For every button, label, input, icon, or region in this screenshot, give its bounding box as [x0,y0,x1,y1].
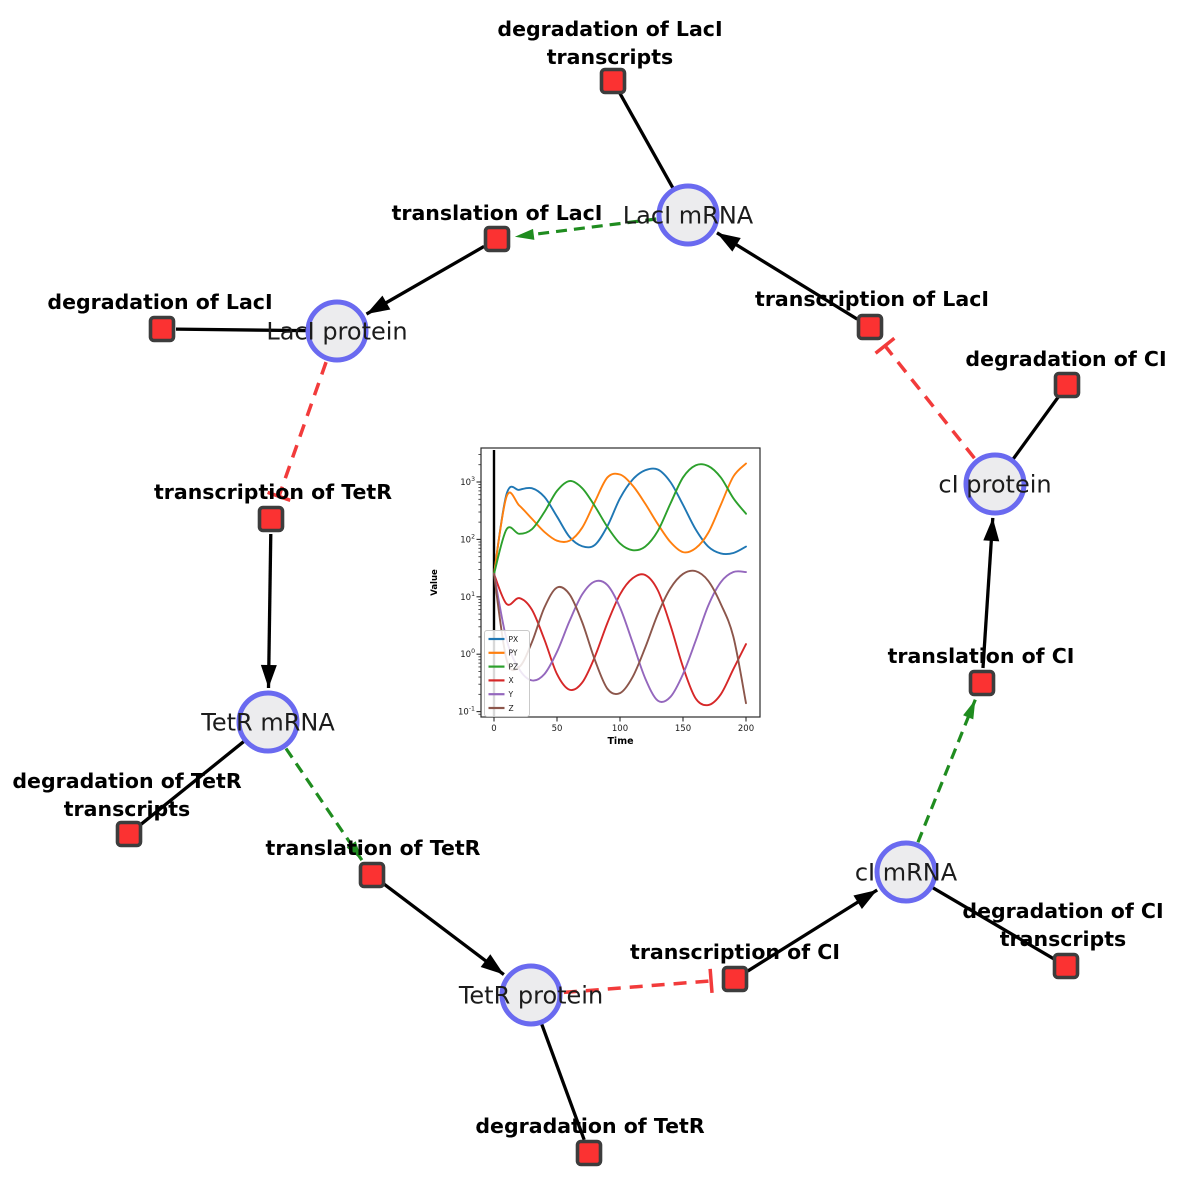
chart-legend: PX PY PZ XYZ [484,630,530,717]
reaction-label-deg-tetr-tx: degradation of TetR transcripts [12,769,241,821]
x-tick-label: 0 [491,724,496,734]
edge-inhibition-laci-protein-txn-tetr[interactable] [267,361,328,502]
reaction-node-txn-laci[interactable] [856,313,884,341]
species-node-laci-protein[interactable] [305,299,369,363]
reaction-node-deg-laci[interactable] [148,315,176,343]
reaction-node-deg-ci[interactable] [1053,371,1081,399]
reaction-label-txn-tetr: transcription of TetR [154,480,392,504]
edge-modifier-laci-mrna-transl-laci[interactable] [514,217,657,240]
edge-inhibition-tetr-protein-txn-ci[interactable] [563,968,714,995]
series-line-z [493,569,747,705]
nodes-layer [115,67,1081,1167]
labels-layer: degradation of LacI transcripts translatio… [12,17,1166,1138]
legend-label-py: PY [509,649,518,658]
species-node-ci-mrna[interactable] [874,840,938,904]
y-tick-label: 10-1 [458,706,475,718]
edge-modifier-ci-mrna-transl-ci[interactable] [916,699,977,843]
species-label-ci-protein: cI protein [938,470,1051,498]
series-line-px [493,467,747,575]
edges-layer [138,92,1061,1141]
species-node-ci-protein[interactable] [963,452,1027,516]
series-line-pz [493,463,747,575]
reaction-label-transl-tetr: translation of TetR [266,836,481,860]
legend-label-x: X [509,676,514,685]
reaction-node-deg-laci-tx[interactable] [599,67,627,95]
reaction-label-transl-laci: translation of LacI [392,201,603,225]
x-tick-label: 100 [612,724,628,734]
reaction-label-transl-ci: translation of CI [888,644,1075,668]
series-line-x [493,573,747,707]
edge-product-transl-ci-ci-protein[interactable] [981,517,1000,669]
legend-label-z: Z [509,704,514,713]
edge-reactant-laci-mrna-deg-laci-tx[interactable] [618,92,675,189]
chart-series-layer [493,462,747,707]
y-tick-label: 103 [460,476,475,488]
species-label-tetr-mrna: TetR mRNA [200,708,335,736]
reaction-node-transl-tetr[interactable] [358,861,386,889]
reaction-node-txn-tetr[interactable] [257,505,285,533]
reaction-node-deg-tetr[interactable] [575,1139,603,1167]
reaction-label-deg-laci-tx: degradation of LacI transcripts [497,17,722,69]
edge-reactant-tetr-protein-deg-tetr[interactable] [540,1023,586,1141]
edge-product-transl-tetr-tetr-protein[interactable] [382,882,505,976]
reaction-label-txn-ci: transcription of CI [630,940,840,964]
reaction-node-transl-ci[interactable] [968,669,996,697]
x-tick-label: 200 [738,724,754,734]
reaction-label-deg-tetr: degradation of TetR [475,1114,704,1138]
reaction-label-deg-ci-tx: degradation of CI transcripts [962,899,1163,951]
legend-label-px: PX [509,635,519,644]
legend-label-pz: PZ [509,662,519,671]
species-node-laci-mrna[interactable] [656,183,720,247]
reaction-node-transl-laci[interactable] [483,225,511,253]
x-tick-label: 50 [552,724,563,734]
reaction-node-deg-ci-tx[interactable] [1052,952,1080,980]
edge-product-transl-laci-laci-protein[interactable] [365,245,485,316]
edge-product-txn-ci-ci-mrna[interactable] [746,888,879,973]
y-tick-label: 102 [460,533,475,545]
edge-reactant-ci-mrna-deg-ci-tx[interactable] [931,886,1055,961]
species-label-ci-mrna: cI mRNA [855,858,958,886]
species-label-laci-mrna: LacI mRNA [623,201,754,229]
edge-product-txn-laci-laci-mrna[interactable] [716,231,859,321]
edge-reactant-laci-protein-deg-laci[interactable] [175,327,307,333]
y-tick-label: 101 [460,591,475,603]
reaction-node-txn-ci[interactable] [721,965,749,993]
edge-reactant-ci-protein-deg-ci[interactable] [1011,395,1061,460]
species-label-tetr-protein: TetR protein [458,981,603,1009]
species-node-tetr-protein[interactable] [499,963,563,1027]
species-label-laci-protein: LacI protein [266,317,407,345]
y-tick-label: 100 [460,648,475,660]
legend-label-y: Y [508,690,514,699]
reaction-label-deg-ci: degradation of CI [965,347,1166,371]
edge-reactant-tetr-mrna-deg-tetr-tx[interactable] [138,740,245,827]
series-line-y [493,570,747,703]
x-tick-label: 150 [675,724,691,734]
edge-product-txn-tetr-tetr-mrna[interactable] [260,533,277,689]
series-line-py [493,462,747,575]
reaction-label-txn-laci: transcription of LacI [755,287,989,311]
species-node-tetr-mrna[interactable] [236,690,300,754]
x-axis-title: Time [607,736,633,747]
edge-inhibition-ci-protein-txn-laci[interactable] [874,336,976,460]
y-axis-title: Value [430,569,440,596]
reaction-label-deg-laci: degradation of LacI [47,290,272,314]
legend-box [484,630,530,717]
edge-modifier-tetr-mrna-transl-tetr[interactable] [284,747,364,862]
reaction-node-deg-tetr-tx[interactable] [115,820,143,848]
